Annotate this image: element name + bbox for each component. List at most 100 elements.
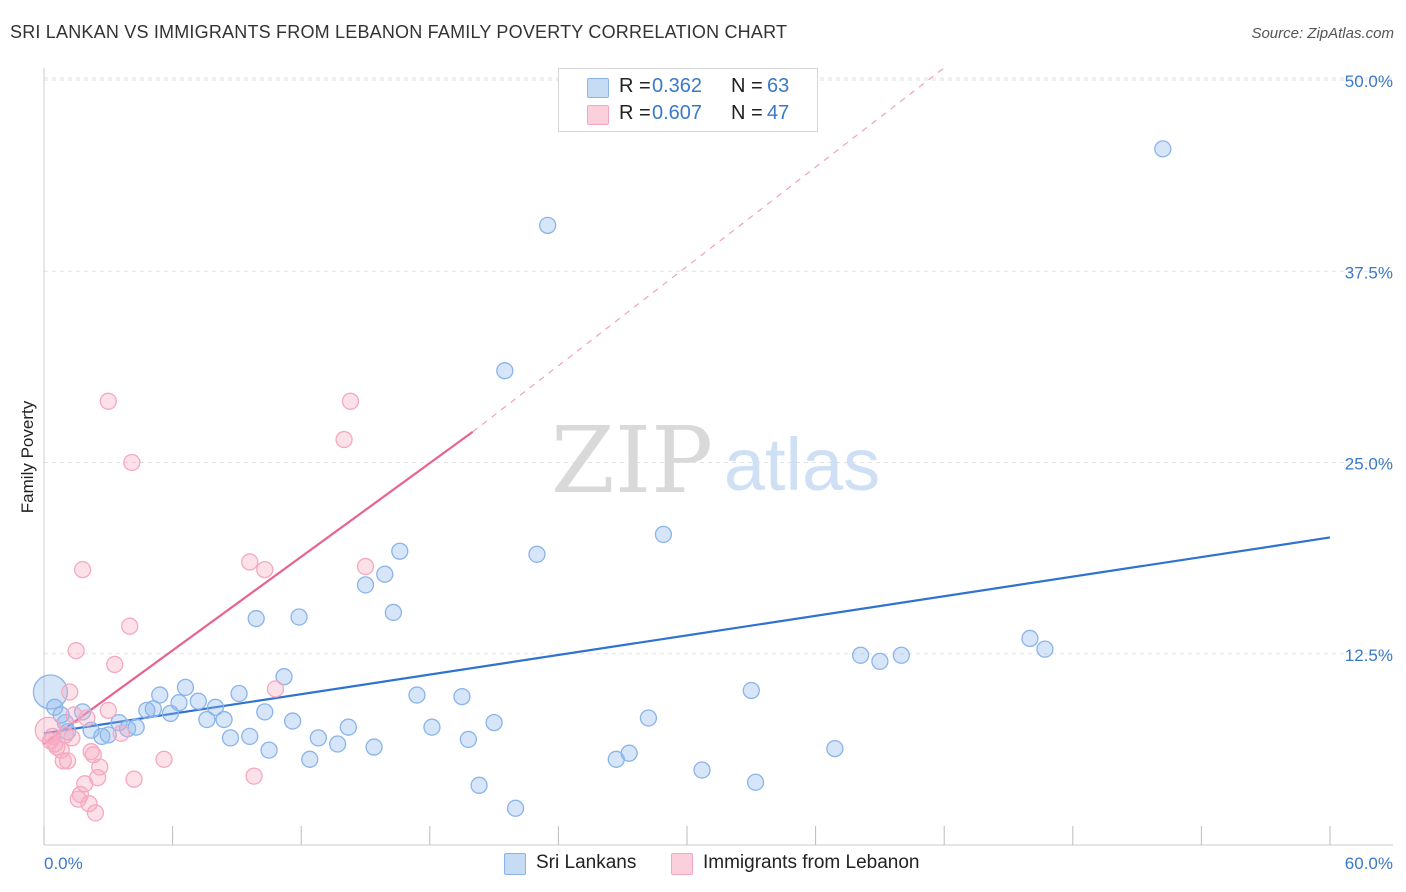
point-sri-lankans <box>93 727 111 746</box>
point-sri-lankans <box>453 687 471 706</box>
point-lebanon <box>112 724 130 742</box>
point-sri-lankans <box>127 718 145 736</box>
point-lebanon <box>63 729 81 747</box>
legend-r-value: 0.607 <box>652 102 703 124</box>
point-sri-lankans <box>328 735 347 753</box>
trend-lines <box>43 67 1331 745</box>
trendline-sri-lankans <box>43 536 1331 735</box>
point-lebanon <box>121 617 139 635</box>
point-sri-lankans <box>384 603 403 622</box>
point-sri-lankans <box>283 712 302 730</box>
point-lebanon <box>335 430 353 449</box>
point-sri-lankans <box>408 686 426 704</box>
y-tick-label: 12.5% <box>1345 646 1393 665</box>
point-sri-lankans <box>260 741 278 759</box>
point-sri-lankans <box>539 216 557 235</box>
point-sri-lankans <box>356 576 375 594</box>
point-sri-lankans <box>151 686 169 704</box>
point-sri-lankans <box>871 652 889 671</box>
point-sri-lankans <box>496 362 514 380</box>
legend-swatch-blue <box>504 853 526 875</box>
legend-swatch-blue <box>587 78 609 98</box>
point-lebanon <box>241 553 259 571</box>
legend-n-label: N = <box>731 75 763 97</box>
point-sri-lankans <box>376 565 394 583</box>
point-lebanon <box>82 743 100 761</box>
point-sri-lankans <box>528 545 546 563</box>
chart-title: SRI LANKAN VS IMMIGRANTS FROM LEBANON FA… <box>10 22 788 42</box>
source-label: Source: ZipAtlas.com <box>1251 25 1394 42</box>
point-sri-lankans <box>506 799 525 817</box>
point-lebanon <box>125 770 143 788</box>
watermark: ZIP atlas <box>551 407 880 514</box>
point-lebanon <box>67 642 85 660</box>
legend-r-label: R = <box>619 102 651 124</box>
legend-n-value: 63 <box>767 75 790 97</box>
y-tick-label: 37.5% <box>1345 263 1393 282</box>
point-sri-lankans <box>693 761 711 779</box>
legend-n-value: 47 <box>767 102 790 124</box>
point-sri-lankans <box>485 713 503 732</box>
point-sri-lankans <box>1036 640 1054 658</box>
point-sri-lankans <box>110 713 128 732</box>
point-sri-lankans <box>230 684 248 703</box>
point-sri-lankans <box>639 709 658 727</box>
point-sri-lankans <box>138 701 156 720</box>
point-sri-lankans <box>301 750 319 768</box>
point-sri-lankans <box>851 646 870 664</box>
point-lebanon <box>58 752 77 770</box>
point-sri-lankans <box>746 773 765 791</box>
point-sri-lankans <box>99 726 117 744</box>
point-sri-lankans <box>241 727 259 746</box>
point-sri-lankans <box>275 668 293 686</box>
point-sri-lankans <box>221 729 240 747</box>
stats-legend: R = 0.362 N = 63 R = 0.607 N = 47 <box>558 68 818 132</box>
point-lebanon <box>54 752 72 770</box>
point-sri-lankans <box>892 646 910 664</box>
point-lebanon <box>266 680 285 698</box>
point-lebanon <box>71 785 90 804</box>
x-tick-label: 0.0% <box>44 854 83 873</box>
point-sri-lankans <box>470 776 488 794</box>
point-lebanon <box>245 767 263 785</box>
point-lebanon <box>88 769 107 787</box>
point-sri-lankans <box>339 718 358 736</box>
point-lebanon <box>256 560 274 579</box>
point-sri-lankans <box>742 681 760 700</box>
point-lebanon <box>61 683 79 701</box>
legend-n-label: N = <box>731 102 763 124</box>
legend-label: Sri Lankans <box>536 852 637 873</box>
point-lebanon <box>106 655 124 674</box>
legend-r-label: R = <box>619 75 651 97</box>
point-sri-lankans <box>170 694 188 712</box>
trendline-lebanon <box>43 431 474 745</box>
y-tick-label: 50.0% <box>1345 72 1393 91</box>
point-lebanon <box>65 706 83 724</box>
point-sri-lankans <box>215 710 233 729</box>
point-lebanon <box>86 804 105 822</box>
point-sri-lankans <box>391 542 409 560</box>
point-sri-lankans <box>206 698 225 716</box>
point-sri-lankans <box>176 678 195 697</box>
trendline-lebanon-extension <box>472 67 945 433</box>
watermark-zip: ZIP <box>551 407 713 514</box>
point-sri-lankans <box>826 739 844 758</box>
point-sri-lankans <box>247 609 265 628</box>
point-lebanon <box>78 709 96 727</box>
point-lebanon <box>99 701 117 720</box>
point-lebanon <box>123 453 141 472</box>
point-sri-lankans <box>189 692 207 710</box>
watermark-atlas: atlas <box>724 423 880 506</box>
point-sri-lankans <box>1154 140 1172 158</box>
point-sri-lankans <box>198 710 216 729</box>
axes <box>43 68 1393 846</box>
point-sri-lankans <box>620 744 638 762</box>
point-lebanon <box>91 758 109 776</box>
legend-swatch-pink <box>671 853 693 875</box>
y-tick-label: 25.0% <box>1345 455 1393 474</box>
point-sri-lankans <box>1021 629 1039 648</box>
point-lebanon <box>356 557 375 576</box>
point-sri-lankans <box>309 729 327 747</box>
tick-labels: 12.5% 25.0% 37.5% 50.0% 0.0% 60.0% <box>44 72 1393 873</box>
